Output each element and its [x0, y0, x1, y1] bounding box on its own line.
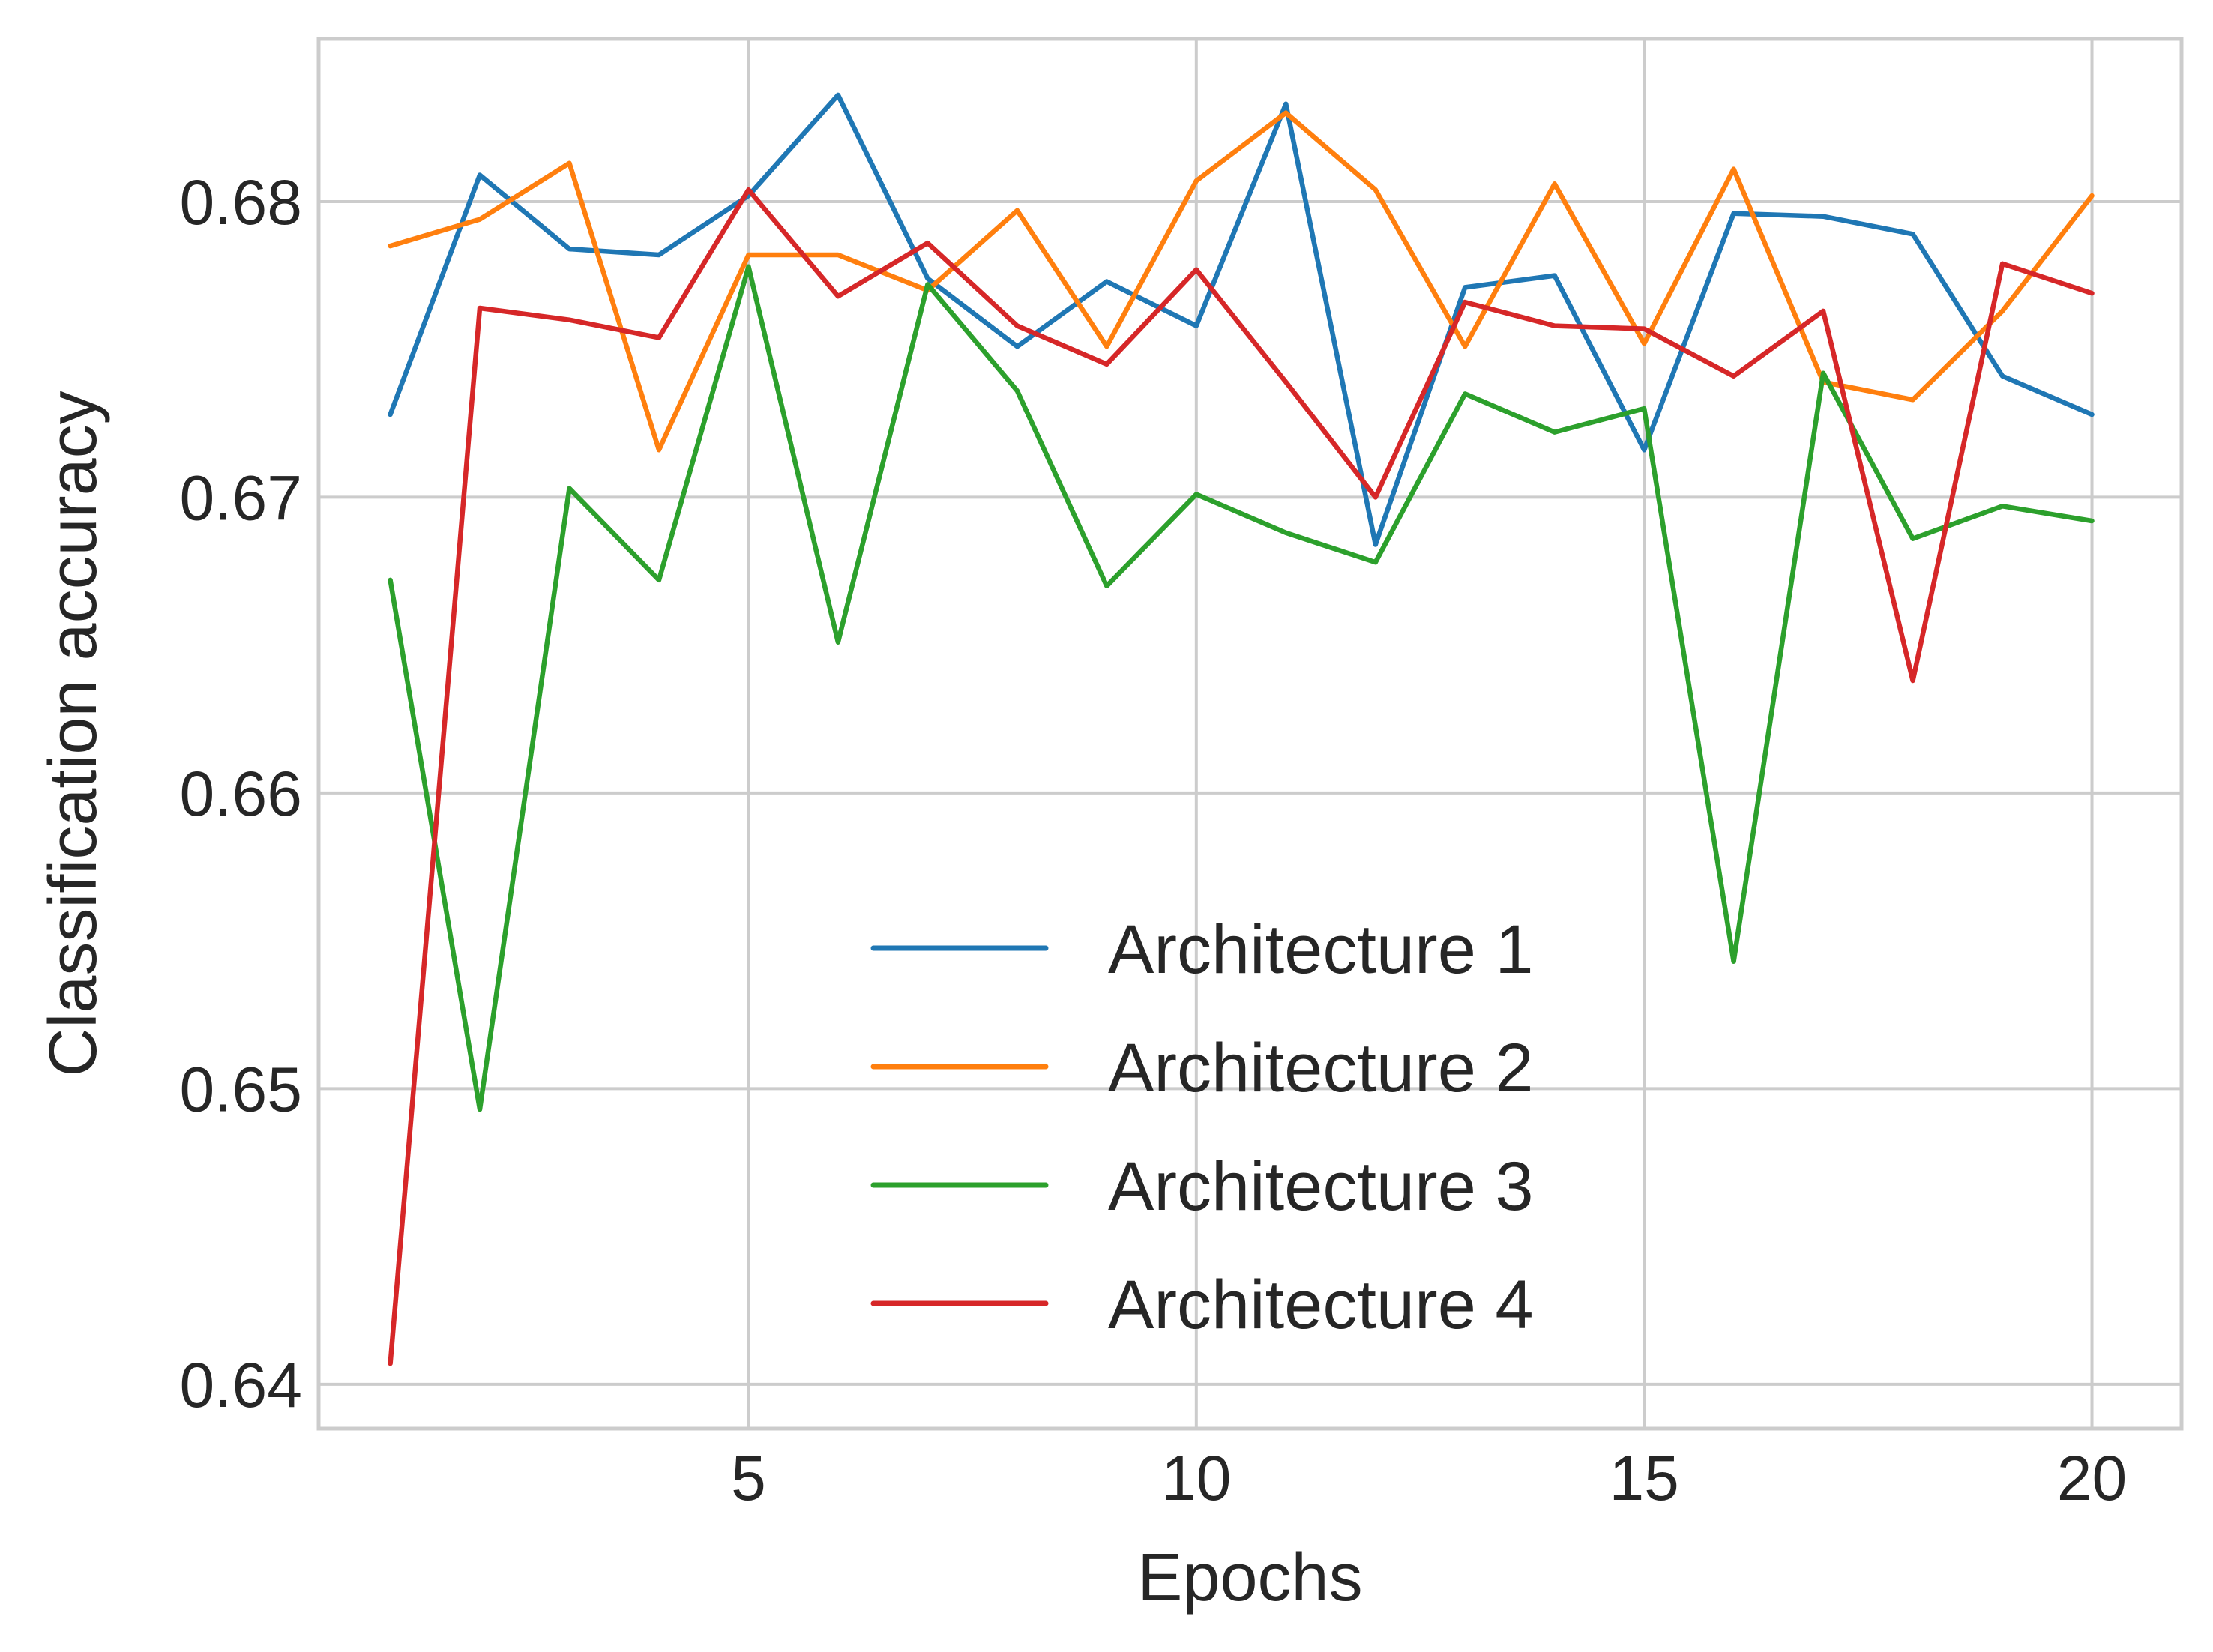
plot-frame — [316, 37, 2184, 1431]
legend-label: Architecture 2 — [1108, 1030, 1534, 1106]
x-tick-label: 10 — [1161, 1443, 1231, 1513]
series-line-architecture-4 — [388, 187, 2095, 1366]
y-axis-label: Classification accuracy — [36, 391, 111, 1076]
y-tick-labels: 0.64 0.65 0.66 0.67 0.68 — [180, 167, 303, 1420]
series-lines — [388, 92, 2095, 1366]
x-axis-label: Epochs — [1137, 1540, 1362, 1615]
y-tick-label: 0.67 — [180, 462, 303, 533]
series-line-architecture-2 — [388, 110, 2095, 453]
x-tick-labels: 5 10 15 20 — [731, 1443, 2127, 1513]
legend-label: Architecture 4 — [1108, 1267, 1534, 1343]
series-line-architecture-1 — [388, 92, 2095, 547]
y-tick-label: 0.65 — [180, 1054, 303, 1124]
y-tick-label: 0.66 — [180, 759, 303, 829]
legend-label: Architecture 3 — [1108, 1148, 1534, 1225]
y-tick-label: 0.64 — [180, 1350, 303, 1420]
y-tick-label: 0.68 — [180, 167, 303, 238]
series-line-architecture-3 — [388, 264, 2095, 1112]
x-tick-label: 15 — [1609, 1443, 1678, 1513]
x-tick-label: 5 — [731, 1443, 766, 1513]
legend-label: Architecture 1 — [1108, 911, 1534, 988]
legend: Architecture 1 Architecture 2 Architecture… — [870, 911, 1534, 1343]
x-tick-label: 20 — [2057, 1443, 2127, 1513]
